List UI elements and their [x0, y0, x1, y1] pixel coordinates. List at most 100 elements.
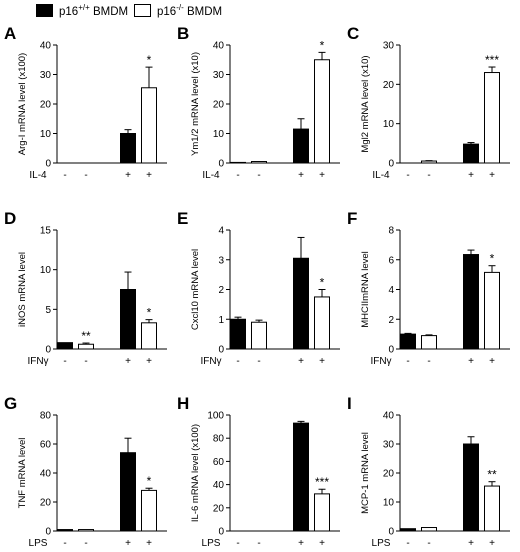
bar-d-wt-control: [57, 342, 73, 350]
condition-label-h: -: [257, 538, 260, 549]
bar-b-wt-treated: [293, 128, 309, 164]
condition-label-a: +: [146, 170, 152, 181]
condition-label-e: +: [319, 356, 325, 367]
legend-swatch-filled: [36, 3, 53, 17]
condition-label-d: +: [146, 356, 152, 367]
significance-mark-f: *: [490, 252, 495, 266]
condition-label-c: -: [406, 170, 409, 181]
bar-e-wt-control: [230, 318, 246, 350]
condition-label-e: -: [236, 356, 239, 367]
y-tick-label-c: 20: [383, 80, 395, 91]
condition-label-d: -: [63, 356, 66, 367]
y-tick-label-b: 30: [213, 70, 225, 81]
panel-label-e: E: [177, 209, 188, 228]
treatment-label-e: IFNγ: [200, 356, 221, 367]
panel-label-g: G: [4, 394, 17, 413]
condition-label-g: +: [146, 538, 152, 549]
y-tick-label-a: 0: [45, 159, 51, 170]
y-tick-label-a: 20: [40, 100, 52, 111]
condition-label-h: +: [298, 538, 304, 549]
significance-mark-h: ***: [315, 475, 329, 489]
panel-label-d: D: [4, 209, 16, 228]
bar-f-wt-treated: [463, 254, 479, 350]
legend-item-knockout: p16-/- BMDM: [134, 3, 222, 18]
legend-item-wildtype: p16+/+ BMDM: [36, 3, 128, 18]
bar-d-ko-control: [78, 343, 94, 350]
bar-c-wt-treated: [463, 143, 479, 164]
bar-f-wt-control: [400, 333, 416, 350]
condition-label-d: +: [125, 356, 131, 367]
bar-g-wt-treated: [120, 452, 136, 532]
bar-a-wt-treated: [120, 133, 136, 164]
legend-label-wildtype: p16+/+ BMDM: [59, 3, 129, 18]
bar-c-ko-treated: [484, 72, 500, 164]
y-tick-label-e: 3: [218, 255, 224, 266]
condition-label-c: -: [427, 170, 430, 181]
significance-mark-d: **: [81, 329, 91, 343]
condition-label-b: +: [298, 170, 304, 181]
condition-label-f: +: [489, 356, 495, 367]
condition-label-i: -: [427, 538, 430, 549]
panel-label-f: F: [347, 209, 357, 228]
condition-label-b: -: [257, 170, 260, 181]
y-tick-label-g: 80: [40, 411, 52, 422]
significance-mark-a: *: [147, 53, 152, 67]
bar-d-ko-treated: [141, 322, 157, 350]
condition-label-h: +: [319, 538, 325, 549]
y-tick-label-f: 4: [388, 285, 394, 296]
condition-label-b: +: [319, 170, 325, 181]
bar-g-ko-treated: [141, 489, 157, 532]
bar-g-wt-control: [57, 529, 73, 532]
y-tick-label-i: 0: [388, 527, 394, 538]
treatment-label-b: IL-4: [202, 170, 220, 181]
condition-label-d: -: [84, 356, 87, 367]
bar-i-wt-treated: [463, 443, 479, 532]
y-axis-title-i: MCP-1 mRNA level: [360, 432, 371, 514]
bar-e-ko-control: [251, 321, 267, 350]
y-tick-label-b: 10: [213, 129, 225, 140]
y-tick-label-i: 30: [383, 440, 395, 451]
condition-label-a: -: [63, 170, 66, 181]
y-axis-title-g: TNF mRNA level: [17, 438, 28, 509]
bar-b-ko-control: [251, 161, 267, 164]
y-tick-label-i: 10: [383, 498, 395, 509]
significance-mark-b: *: [320, 38, 325, 52]
bar-d-wt-treated: [120, 289, 136, 350]
significance-mark-g: *: [147, 474, 152, 488]
panel-label-h: H: [177, 394, 189, 413]
y-tick-label-h: 100: [207, 411, 224, 422]
significance-mark-d: *: [147, 306, 152, 320]
y-tick-label-i: 20: [383, 469, 395, 480]
bar-f-ko-control: [421, 335, 437, 350]
y-tick-label-e: 1: [218, 315, 224, 326]
condition-label-g: -: [84, 538, 87, 549]
condition-label-i: +: [468, 538, 474, 549]
y-tick-label-b: 40: [213, 41, 225, 52]
legend-label-knockout: p16-/- BMDM: [157, 3, 223, 18]
bar-g-ko-control: [78, 529, 94, 532]
y-tick-label-b: 20: [213, 100, 225, 111]
panel-label-a: A: [4, 24, 16, 43]
bar-i-ko-treated: [484, 485, 500, 532]
y-tick-label-c: 10: [383, 119, 395, 130]
y-tick-label-f: 2: [388, 315, 394, 326]
bar-f-ko-treated: [484, 271, 500, 350]
y-tick-label-h: 0: [218, 527, 224, 538]
treatment-label-f: IFNγ: [370, 356, 391, 367]
y-axis-title-h: IL-6 mRNA level (x100): [190, 424, 201, 522]
y-tick-label-c: 30: [383, 41, 395, 52]
y-tick-label-f: 8: [388, 226, 394, 237]
bar-h-ko-treated: [314, 493, 330, 532]
condition-label-i: -: [406, 538, 409, 549]
y-axis-title-a: Arg-I mRNA level (x100): [17, 53, 28, 155]
y-axis-title-c: Mgl2 mRNA level (x10): [360, 55, 371, 152]
bar-c-ko-control: [421, 160, 437, 164]
condition-label-a: -: [84, 170, 87, 181]
y-tick-label-h: 80: [213, 434, 225, 445]
y-tick-label-c: 0: [388, 159, 394, 170]
bar-a-ko-treated: [141, 87, 157, 164]
condition-label-f: +: [468, 356, 474, 367]
y-tick-label-h: 40: [213, 480, 225, 491]
y-tick-label-d: 5: [45, 305, 51, 316]
